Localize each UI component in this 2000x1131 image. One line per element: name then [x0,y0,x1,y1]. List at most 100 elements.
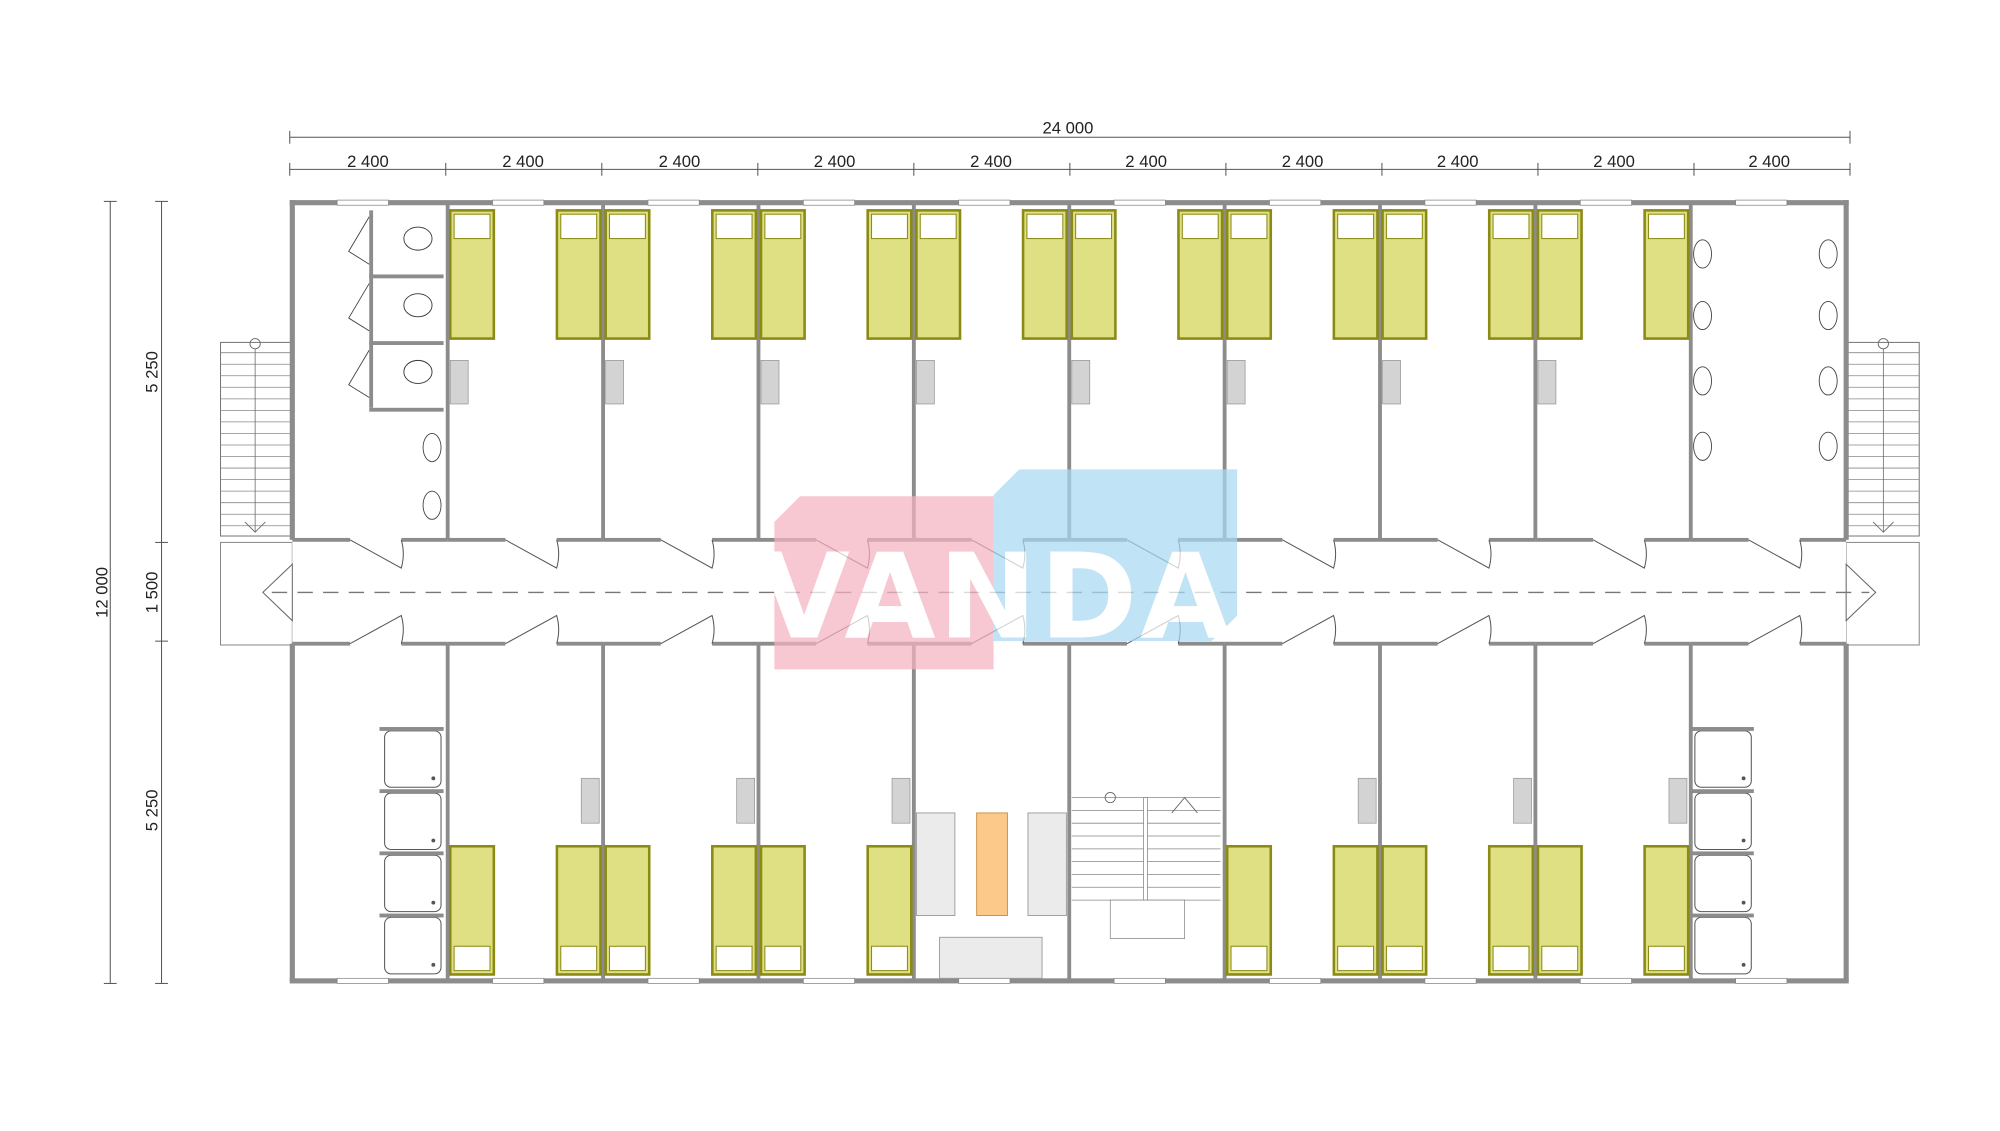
stair-handrail [1143,797,1148,901]
exterior-stair [1845,341,1920,537]
toilet-icon [403,293,433,318]
shower-wall [1689,851,1754,856]
shower-wall [379,789,444,794]
building [220,199,1920,984]
sink-icon [1818,431,1838,461]
bed [1070,209,1117,340]
door-swing [660,614,715,645]
stall-door [348,216,370,265]
module-width-label: 2 400 [1125,152,1167,171]
bed [759,209,806,340]
bed [1487,209,1535,340]
corridor-wall [1380,537,1438,542]
corridor-wall [1799,537,1847,542]
depth-segment-label: 1 500 [143,572,162,614]
window [1113,977,1166,984]
shower-wall [1689,913,1754,918]
desk [449,359,469,405]
partition-wall [1533,202,1538,540]
dimension-lines [103,130,1851,984]
window [492,977,545,984]
pillow-icon [1230,945,1268,972]
corridor-wall [1069,641,1127,646]
bed [1643,844,1690,976]
pillow-icon [1647,213,1685,240]
partition-wall [1688,643,1693,981]
sink-icon [1818,300,1838,331]
bed [555,209,602,340]
door-swing [349,614,404,645]
armchair-sofa [1027,812,1067,916]
shower-drain-icon [431,838,436,843]
module-width-label: 2 400 [970,152,1012,171]
pillow-icon [608,945,646,972]
module-width-labels: 2 400 2 400 2 400 2 400 2 400 2 400 2 40… [347,152,1790,171]
window [1113,199,1166,206]
exterior-wall-left [289,200,295,540]
corridor-wall [1178,641,1225,646]
pillow-icon [1337,945,1375,972]
module-width-label: 2 400 [347,152,389,171]
module-width-label: 2 400 [1593,152,1635,171]
bed [448,844,496,976]
bed [1536,209,1583,340]
corridor-wall [447,641,506,646]
corridor-wall [556,537,604,542]
desk [1071,359,1091,405]
corridor-wall [1022,641,1070,646]
door-swing [1437,539,1492,569]
overall-depth-label: 12 000 [93,567,112,618]
sink-icon [1693,239,1712,269]
window [336,199,389,206]
door-swing [1437,614,1492,645]
pillow-icon [715,213,753,240]
watermark-blue-shape [993,469,1238,642]
shower-wall [379,727,444,731]
door-swing [660,539,715,569]
bed [1225,209,1273,340]
desk [1513,777,1532,824]
pillow-icon [1337,213,1375,240]
corridor-wall [401,537,448,542]
module-width-label: 2 400 [1282,152,1324,171]
window [1735,977,1788,984]
pillow-icon [871,945,908,972]
bed [1381,844,1428,976]
pillow-icon [1075,213,1113,240]
door-swing [1282,539,1337,569]
stall-wall [369,407,444,412]
module-width-label: 2 400 [1437,152,1479,171]
corridor-wall [447,537,506,542]
shower-wall [1689,727,1754,731]
watermark-text: VANDA [759,528,1234,665]
toilet-icon [403,226,433,251]
door-swing [1592,539,1647,569]
shower-drain-icon [431,776,436,781]
armchair-sofa [915,812,956,916]
depth-segment-label: 5 250 [143,351,162,393]
bed [1536,844,1583,976]
exterior-wall-right [1843,643,1849,981]
desk [736,777,755,824]
bed [866,209,913,340]
desk [760,359,780,405]
shower-drain-icon [431,900,436,905]
stall-door [348,283,370,332]
sink-icon [422,490,442,520]
corridor-wall [1644,641,1691,646]
desk [1382,359,1401,405]
shower-drain-icon [1741,776,1746,781]
window [1735,199,1788,206]
depth-segment-label: 5 250 [143,790,162,832]
sink-icon [1693,300,1712,331]
window [802,199,855,206]
partition-wall [911,643,916,981]
bed [915,209,962,340]
partition-wall [445,643,450,981]
corridor-wall [1690,537,1749,542]
stair-landing [1109,899,1185,939]
sink-icon [1818,366,1838,396]
exterior-stair [220,341,293,537]
stair-arrow-head [1171,796,1198,814]
corridor-wall [1535,537,1594,542]
